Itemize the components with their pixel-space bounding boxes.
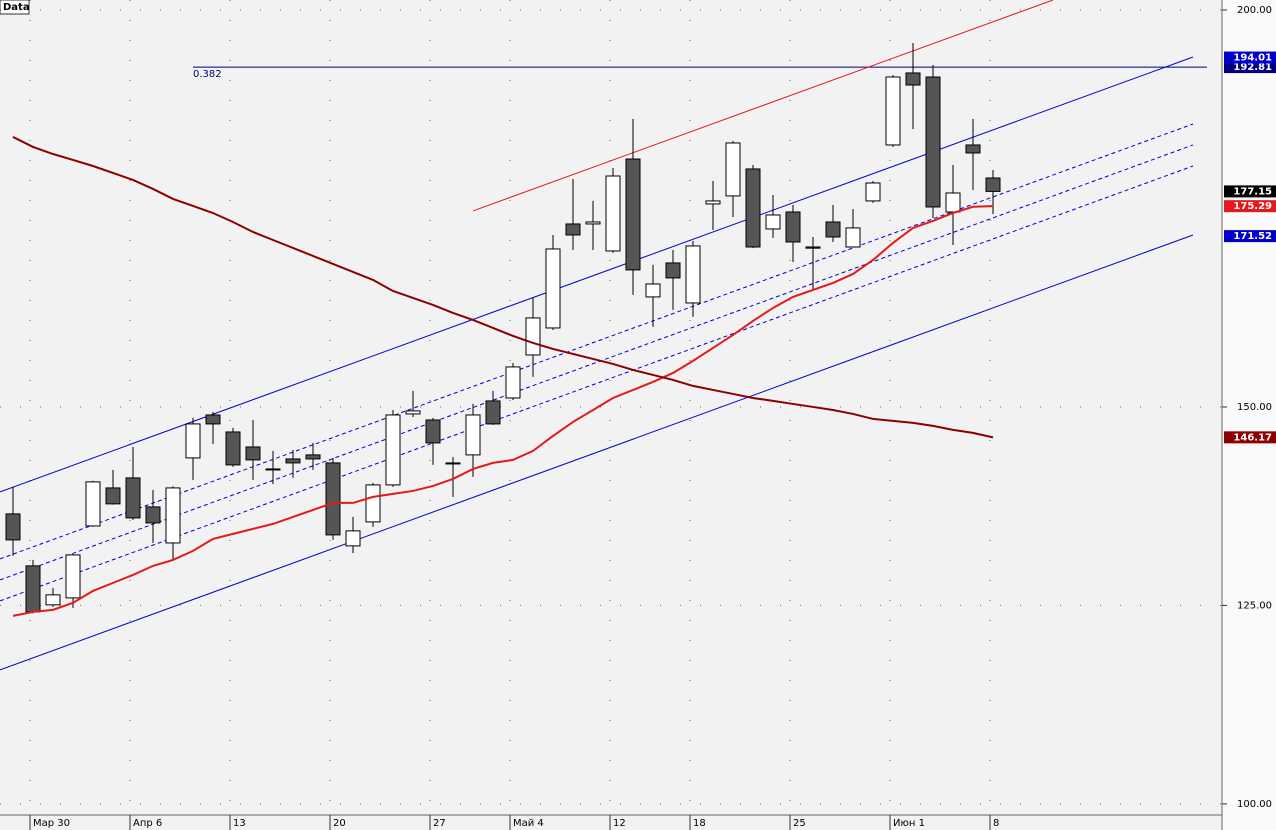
x-tick-label: 25 <box>793 818 806 829</box>
x-tick-label: Мар 30 <box>33 818 70 829</box>
price-label: 146.17 <box>1233 432 1272 443</box>
candle-body <box>65 554 81 599</box>
x-tick-label: Май 4 <box>513 818 544 829</box>
candle-body <box>825 221 841 238</box>
candle-body <box>405 410 421 415</box>
plot-background <box>0 0 1222 815</box>
candle-body <box>645 283 661 298</box>
candle-body <box>945 192 961 213</box>
candle-body <box>625 158 641 271</box>
candle-body <box>85 481 101 527</box>
candle-body <box>425 419 441 444</box>
candle-body <box>745 168 761 248</box>
candle-body <box>205 414 221 425</box>
x-tick-label: 27 <box>433 818 446 829</box>
y-tick-label: 150.00 <box>1237 402 1272 413</box>
candle-body <box>985 177 1001 192</box>
candle-body <box>125 477 141 519</box>
candle-body <box>285 458 301 464</box>
x-tick-label: Июн 1 <box>893 818 925 829</box>
axis-background <box>1222 0 1276 830</box>
candle-body <box>145 506 161 524</box>
candle-body <box>525 317 541 356</box>
y-tick-label: 200.00 <box>1237 5 1272 16</box>
candle-body <box>245 446 261 461</box>
candle-body <box>265 468 281 471</box>
trendline <box>0 123 1194 560</box>
candle-body <box>25 565 41 613</box>
candle-body <box>305 454 321 460</box>
x-tick-label: 8 <box>993 818 999 829</box>
candle-body <box>785 211 801 243</box>
price-label: 175.29 <box>1233 201 1272 212</box>
candle-body <box>505 366 521 399</box>
trendline <box>0 165 1194 602</box>
candle-body <box>545 248 561 329</box>
candle-body <box>885 76 901 146</box>
candle-body <box>325 462 341 536</box>
chart-title: Data <box>3 2 30 13</box>
candle-body <box>905 72 921 86</box>
candle-body <box>925 76 941 208</box>
candle-body <box>685 245 701 304</box>
trendline <box>0 56 1194 493</box>
candle-body <box>345 530 361 547</box>
candle-body <box>465 414 481 456</box>
price-label: 177.15 <box>1233 186 1272 197</box>
candle-body <box>225 431 241 466</box>
candle-body <box>585 221 601 225</box>
candle-body <box>45 594 61 606</box>
candle-body <box>725 142 741 197</box>
price-label-box <box>1224 200 1276 213</box>
price-label-box <box>1224 61 1276 74</box>
candle-body <box>665 262 681 279</box>
candle-body <box>705 200 721 205</box>
title-box <box>0 0 30 15</box>
trendline <box>0 234 1194 671</box>
candle-body <box>365 484 381 523</box>
x-axis-background <box>0 815 1222 830</box>
trendline <box>0 144 1194 581</box>
price-label: 194.01 <box>1233 53 1272 64</box>
candle-body <box>865 182 881 202</box>
y-tick-label: 125.00 <box>1237 600 1272 611</box>
candle-body <box>445 462 461 465</box>
x-tick-label: 13 <box>233 818 246 829</box>
trendline <box>472 0 1054 212</box>
ma-line <box>12 205 994 617</box>
candle-body <box>185 423 201 459</box>
candle-body <box>605 175 621 252</box>
price-label-box <box>1224 51 1276 64</box>
candle-body <box>485 400 501 425</box>
x-tick-label: Апр 6 <box>133 818 162 829</box>
fib-label: 0.382 <box>193 69 222 80</box>
price-label-box <box>1224 431 1276 444</box>
ma-line <box>12 136 994 439</box>
x-tick-label: 20 <box>333 818 346 829</box>
candle-body <box>965 144 981 154</box>
price-label-box <box>1224 185 1276 198</box>
price-label: 192.81 <box>1233 62 1272 73</box>
candle-body <box>385 414 401 486</box>
x-tick-label: 18 <box>693 818 706 829</box>
price-label-box <box>1224 230 1276 243</box>
candle-body <box>5 513 21 541</box>
x-tick-label: 12 <box>613 818 626 829</box>
candle-body <box>565 223 581 236</box>
candle-body <box>105 487 121 505</box>
candle-body <box>765 214 781 230</box>
y-tick-label: 100.00 <box>1237 799 1272 810</box>
candle-body <box>165 487 181 544</box>
candle-body <box>845 227 861 248</box>
price-label: 171.52 <box>1233 231 1272 242</box>
candle-body <box>805 246 821 249</box>
